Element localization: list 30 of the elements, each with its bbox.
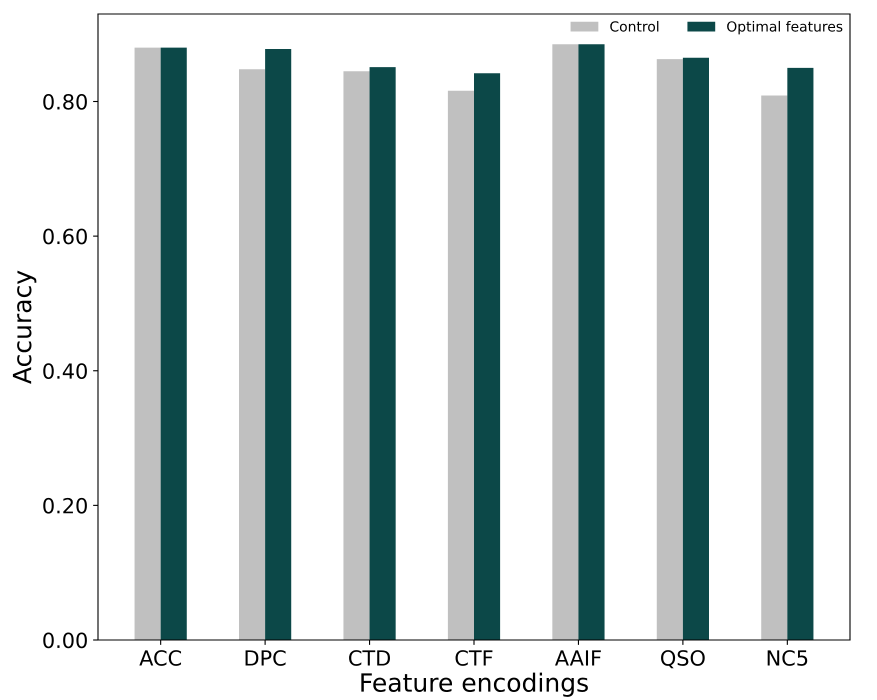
x-tick-label: ACC [139, 650, 182, 666]
y-tick-label: 0.00 [43, 632, 87, 648]
y-tick-label: 0.80 [43, 94, 87, 110]
bar [474, 73, 500, 640]
bar [239, 69, 266, 640]
x-tick-label: CTD [349, 650, 390, 666]
bar [761, 95, 788, 640]
bar [578, 44, 605, 640]
y-tick-label: 0.40 [43, 363, 87, 379]
bar [448, 90, 474, 640]
bar [265, 49, 292, 640]
x-tick-label: CTF [456, 650, 492, 666]
y-tick-label: 0.60 [43, 228, 87, 244]
y-tick-label: 0.20 [43, 498, 87, 514]
bar [656, 59, 683, 640]
bar [160, 48, 187, 640]
bar [682, 58, 709, 640]
legend-label: Control [610, 20, 658, 32]
x-tick-label: DPC [246, 650, 286, 666]
x-tick-label: QSO [661, 650, 705, 668]
x-axis-title: Feature encodings [361, 672, 588, 697]
x-tick-label: AAIF [555, 650, 601, 666]
bar [552, 44, 578, 640]
x-tick-label: NC5 [768, 650, 808, 666]
y-axis-title: Accuracy [12, 270, 36, 384]
bar [370, 67, 396, 640]
bar [787, 68, 814, 640]
bar [343, 71, 370, 640]
bar [134, 48, 161, 640]
legend-label: Optimal features [727, 20, 842, 34]
